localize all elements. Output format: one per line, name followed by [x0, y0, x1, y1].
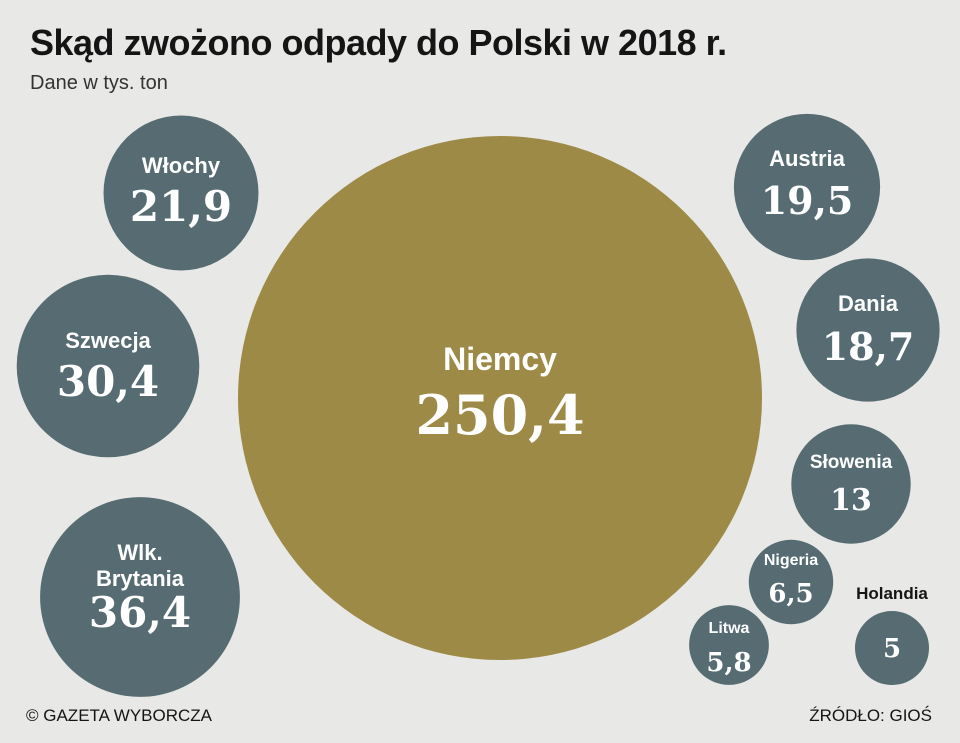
bubble-circle-niemcy	[238, 136, 762, 660]
bubble-label-szwecja: Szwecja	[65, 328, 151, 353]
bubble-label-wlochy: Włochy	[142, 153, 221, 178]
bubble-value-dania: 18,7	[822, 324, 915, 369]
bubble-value-holandia: 5	[883, 634, 901, 664]
bubble-circle-slowenia	[791, 424, 911, 544]
bubble-litwa: Litwa 5,8	[689, 605, 769, 685]
bubble-value-austria: 19,5	[761, 178, 854, 223]
bubble-circle-nigeria	[748, 539, 834, 625]
bubble-szwecja: Szwecja 30,4	[16, 274, 200, 458]
bubble-circle-szwecja	[16, 274, 200, 458]
bubble-label-wlk-brytania: Wlk. Brytania	[96, 540, 185, 591]
bubble-value-nigeria: 6,5	[768, 579, 813, 609]
bubble-label-austria: Austria	[769, 146, 846, 171]
bubble-value-niemcy: 250,4	[415, 383, 584, 447]
bubble-holandia: Holandia 5	[854, 584, 930, 686]
bubble-label-dania: Dania	[838, 291, 899, 316]
chart-subtitle: Dane w tys. ton	[30, 72, 168, 94]
bubble-value-wlk-brytania: 36,4	[89, 588, 191, 637]
copyright: © GAZETA WYBORCZA	[26, 706, 213, 725]
bubble-value-slowenia: 13	[830, 483, 872, 518]
bubble-label-slowenia: Słowenia	[810, 452, 893, 473]
bubble-nigeria: Nigeria 6,5	[748, 539, 834, 625]
bubble-circle-dania	[796, 258, 940, 402]
bubble-label-niemcy: Niemcy	[443, 341, 557, 377]
bubble-slowenia: Słowenia 13	[791, 424, 911, 544]
bubble-austria: Austria 19,5	[733, 113, 881, 261]
bubble-circle-litwa	[689, 605, 769, 685]
bubble-value-wlochy: 21,9	[130, 182, 232, 231]
bubble-circle-austria	[733, 113, 881, 261]
bubble-label-holandia: Holandia	[856, 584, 928, 603]
bubble-label-nigeria: Nigeria	[764, 552, 818, 569]
bubble-niemcy: Niemcy 250,4	[238, 136, 762, 660]
source: ŹRÓDŁO: GIOŚ	[809, 706, 932, 725]
bubble-value-szwecja: 30,4	[57, 357, 159, 406]
bubble-value-litwa: 5,8	[706, 648, 751, 678]
bubble-circle-holandia	[854, 610, 930, 686]
bubble-label-litwa: Litwa	[709, 620, 750, 637]
chart-title: Skąd zwożono odpady do Polski w 2018 r.	[30, 22, 727, 63]
bubble-wlochy: Włochy 21,9	[103, 115, 259, 271]
bubble-circle-wlochy	[103, 115, 259, 271]
bubble-circle-wlk-brytania	[40, 497, 240, 697]
bubble-dania: Dania 18,7	[796, 258, 940, 402]
